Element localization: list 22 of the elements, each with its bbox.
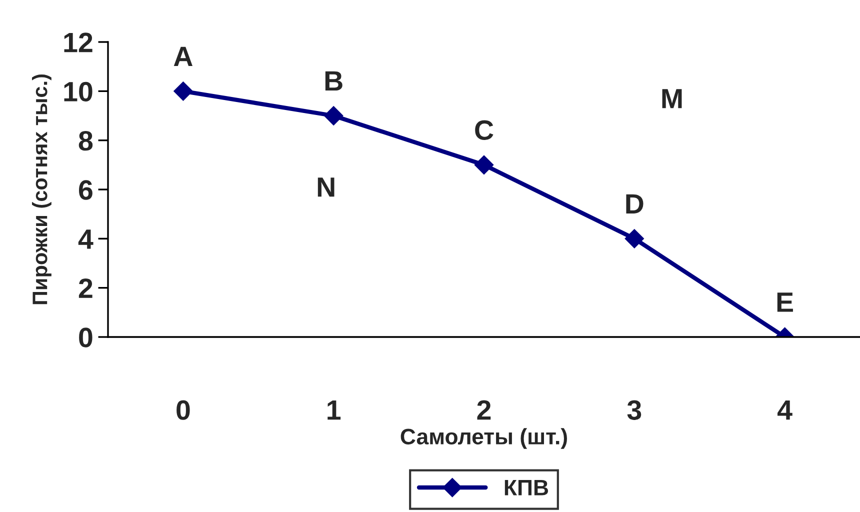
y-tick-label: 2: [78, 278, 92, 298]
annotation: E: [777, 292, 793, 312]
annotation: A: [174, 46, 192, 66]
x-axis-title: Самолеты (шт.): [400, 428, 567, 449]
y-tick-label: 8: [78, 131, 93, 151]
y-axis-title: Пирожки (сотнях тыс.): [32, 74, 52, 304]
annotation: M: [662, 89, 682, 108]
legend-label: КПВ: [504, 480, 548, 496]
annotation: C: [475, 120, 494, 140]
y-tick-label: 10: [64, 82, 92, 102]
x-tick-label: 4: [777, 400, 792, 420]
annotation: D: [626, 194, 644, 214]
y-tick-label: 12: [64, 32, 92, 52]
x-tick-label: 2: [477, 400, 491, 420]
x-tick-label: 3: [627, 400, 642, 420]
y-tick-label: 6: [78, 180, 92, 200]
x-tick-label: 0: [176, 400, 190, 420]
annotation: B: [325, 71, 342, 91]
y-tick-label: 0: [79, 328, 92, 348]
x-tick-label: 1: [328, 400, 341, 420]
annotation: N: [318, 178, 334, 197]
y-tick-label: 4: [78, 230, 94, 249]
